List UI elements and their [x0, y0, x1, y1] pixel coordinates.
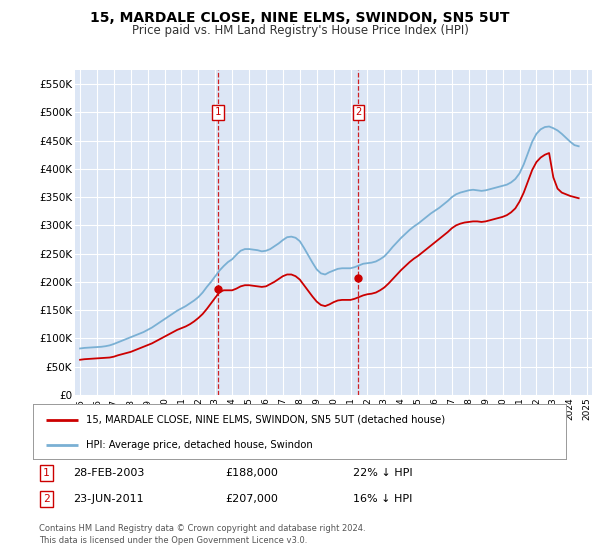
Text: £188,000: £188,000: [225, 468, 278, 478]
Text: 1: 1: [215, 108, 221, 118]
Text: 2: 2: [43, 494, 50, 505]
Text: Price paid vs. HM Land Registry's House Price Index (HPI): Price paid vs. HM Land Registry's House …: [131, 24, 469, 36]
Text: £207,000: £207,000: [225, 494, 278, 505]
Text: 28-FEB-2003: 28-FEB-2003: [73, 468, 145, 478]
Text: 2: 2: [355, 108, 362, 118]
Text: Contains HM Land Registry data © Crown copyright and database right 2024.: Contains HM Land Registry data © Crown c…: [39, 524, 365, 533]
Text: 15, MARDALE CLOSE, NINE ELMS, SWINDON, SN5 5UT: 15, MARDALE CLOSE, NINE ELMS, SWINDON, S…: [90, 11, 510, 25]
Text: 22% ↓ HPI: 22% ↓ HPI: [353, 468, 412, 478]
Text: 23-JUN-2011: 23-JUN-2011: [73, 494, 143, 505]
Text: 15, MARDALE CLOSE, NINE ELMS, SWINDON, SN5 5UT (detached house): 15, MARDALE CLOSE, NINE ELMS, SWINDON, S…: [86, 415, 445, 424]
Text: 16% ↓ HPI: 16% ↓ HPI: [353, 494, 412, 505]
Text: This data is licensed under the Open Government Licence v3.0.: This data is licensed under the Open Gov…: [39, 536, 307, 545]
Text: 1: 1: [43, 468, 50, 478]
Text: HPI: Average price, detached house, Swindon: HPI: Average price, detached house, Swin…: [86, 441, 313, 450]
